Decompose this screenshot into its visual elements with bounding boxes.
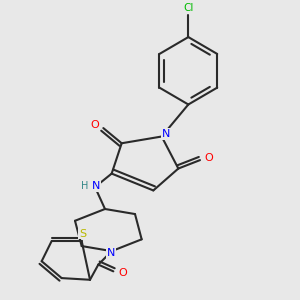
Text: O: O [118,268,127,278]
Text: Cl: Cl [183,3,194,13]
Text: H: H [81,181,88,191]
Text: S: S [79,229,86,238]
Text: N: N [107,248,115,258]
Text: O: O [91,120,99,130]
Text: N: N [92,181,100,191]
Text: N: N [161,129,170,139]
Text: O: O [204,153,213,164]
